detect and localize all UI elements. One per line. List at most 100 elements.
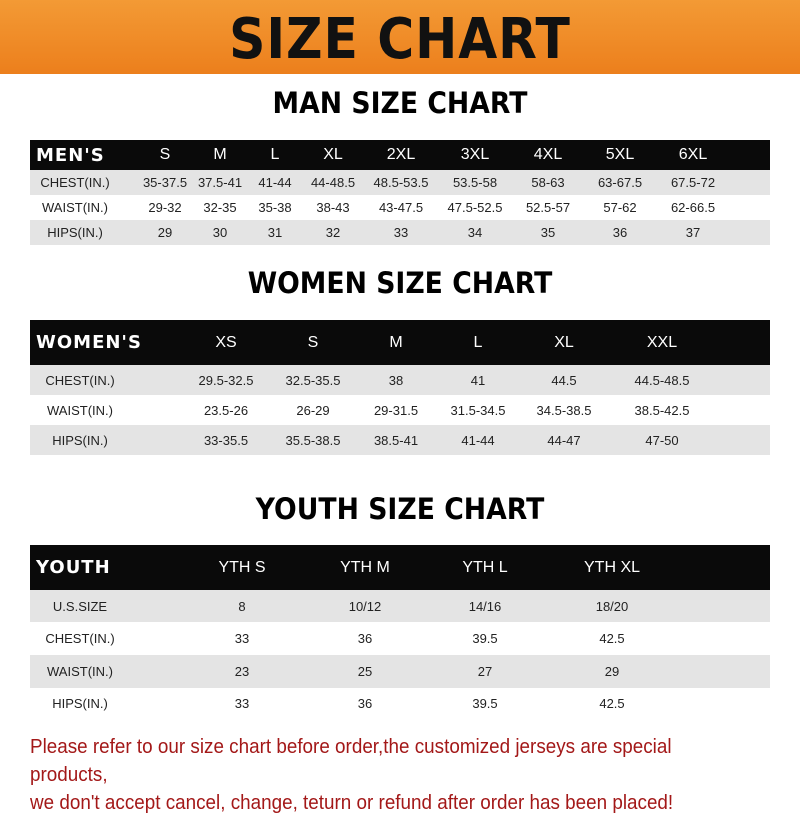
row-label: HIPS(IN.)	[52, 696, 108, 711]
table-cell: 3XL	[460, 146, 490, 163]
women-heading: WOMEN SIZE CHART	[247, 266, 553, 300]
row-label: WAIST(IN.)	[47, 402, 113, 418]
row-label: WAIST(IN.)	[42, 200, 108, 215]
row-label: CHEST(IN.)	[40, 175, 110, 190]
table-row: CHEST(IN.) 35-37.5 37.5-41 41-44 44-48.5 48.5…	[30, 170, 770, 195]
table-cell: 29-31.5	[373, 402, 419, 418]
table-row: WAIST(IN.) 23 25 27 29	[30, 655, 770, 688]
table-cell: 38-43	[316, 200, 350, 215]
table-cell: 44.5	[551, 372, 577, 388]
table-cell: 33-35.5	[203, 432, 249, 448]
men-size-table: MEN'S S M L XL 2XL 3XL 4XL 5XL 6XL CHEST(IN.) 35-37…	[30, 140, 770, 245]
table-cell: 44.5-48.5	[634, 372, 690, 388]
table-cell: 36	[612, 225, 628, 240]
table-cell: XL	[323, 146, 343, 163]
table-cell: M	[213, 146, 227, 163]
row-label: CHEST(IN.)	[45, 631, 115, 646]
table-cell: YTH L	[462, 558, 508, 576]
table-row: WAIST(IN.) 23.5-26 26-29 29-31.5 31.5-34.5 34…	[30, 395, 770, 425]
table-cell: M	[389, 333, 403, 351]
table-cell: YTH M	[340, 558, 390, 576]
table-cell: 36	[357, 696, 373, 711]
table-row: CHEST(IN.) 33 36 39.5 42.5	[30, 622, 770, 655]
table-cell: 25	[357, 664, 373, 679]
table-cell: 35-38	[258, 200, 292, 215]
table-cell: 35-37.5	[142, 175, 188, 190]
table-row: CHEST(IN.) 29.5-32.5 32.5-35.5 38 41 44.5 44.5…	[30, 365, 770, 395]
table-cell: 53.5-58	[452, 175, 498, 190]
table-row: HIPS(IN.) 33-35.5 35.5-38.5 38.5-41 41-44 44-…	[30, 425, 770, 455]
table-cell: S	[307, 333, 319, 351]
youth-size-table: YOUTH YTH S YTH M YTH L YTH XL U.S.SIZE 8 10/12…	[30, 545, 770, 719]
table-cell: 41-44	[258, 175, 292, 190]
women-size-table: WOMEN'S XS S M L XL XXL CHEST(IN.) 29.5-32.5 32.5…	[30, 320, 770, 455]
page-title: SIZE CHART	[229, 7, 571, 72]
table-cell: 29	[157, 225, 173, 240]
table-cell: 32-35	[203, 200, 237, 215]
table-cell: 33	[393, 225, 409, 240]
men-heading: MAN SIZE CHART	[272, 86, 528, 120]
table-cell: 38.5-41	[373, 432, 419, 448]
table-cell: 42.5	[599, 631, 625, 646]
row-label: HIPS(IN.)	[52, 432, 108, 448]
table-cell: 63-67.5	[597, 175, 643, 190]
table-cell: 35.5-38.5	[285, 432, 341, 448]
table-cell: 37.5-41	[197, 175, 243, 190]
table-cell: 36	[357, 631, 373, 646]
table-cell: 8	[238, 598, 246, 614]
table-cell: 18/20	[595, 598, 629, 614]
table-cell: 44-47	[547, 432, 581, 448]
row-label: U.S.SIZE	[52, 598, 108, 614]
table-cell: 47.5-52.5	[447, 200, 503, 215]
notice-line-1: Please refer to our size chart before or…	[30, 735, 672, 786]
table-cell: 23	[234, 664, 250, 679]
row-label: WOMEN'S	[36, 332, 142, 353]
notice-line-2: we don't accept cancel, change, teturn o…	[30, 791, 674, 814]
table-cell: 26-29	[296, 402, 330, 418]
table-row: HIPS(IN.) 29 30 31 32 33 34 35 36 37	[30, 220, 770, 245]
header-row: YOUTH YTH S YTH M YTH L YTH XL	[30, 545, 770, 590]
table-cell: 14/16	[468, 598, 502, 614]
table-cell: 30	[212, 225, 228, 240]
table-cell: 29.5-32.5	[198, 372, 254, 388]
row-label: WAIST(IN.)	[47, 664, 113, 679]
table-cell: 4XL	[533, 146, 563, 163]
row-label: HIPS(IN.)	[47, 225, 103, 240]
table-cell: 39.5	[472, 696, 498, 711]
table-cell: YTH XL	[583, 558, 641, 576]
table-cell: 62-66.5	[670, 200, 716, 215]
title-banner: SIZE CHART	[0, 0, 800, 74]
youth-heading: YOUTH SIZE CHART	[255, 492, 545, 526]
table-cell: 32.5-35.5	[285, 372, 341, 388]
table-cell: 35	[540, 225, 556, 240]
table-cell: 41	[470, 372, 486, 388]
table-cell: 67.5-72	[670, 175, 716, 190]
table-cell: 6XL	[678, 146, 708, 163]
table-cell: XS	[215, 333, 237, 351]
table-cell: 2XL	[386, 146, 416, 163]
table-cell: 23.5-26	[203, 402, 249, 418]
table-cell: 47-50	[645, 432, 679, 448]
table-cell: 37	[685, 225, 701, 240]
table-cell: 38.5-42.5	[634, 402, 690, 418]
table-cell: 34.5-38.5	[536, 402, 592, 418]
table-cell: 32	[325, 225, 341, 240]
table-row: U.S.SIZE 8 10/12 14/16 18/20	[30, 590, 770, 622]
table-cell: 33	[234, 696, 250, 711]
header-row: MEN'S S M L XL 2XL 3XL 4XL 5XL 6XL	[30, 140, 770, 170]
table-cell: 44-48.5	[310, 175, 356, 190]
table-cell: 27	[477, 664, 493, 679]
table-cell: L	[270, 146, 280, 163]
table-cell: 31.5-34.5	[450, 402, 506, 418]
table-cell: XL	[554, 333, 574, 351]
table-cell: XXL	[646, 333, 678, 351]
table-cell: 33	[234, 631, 250, 646]
table-cell: 34	[467, 225, 483, 240]
header-row: WOMEN'S XS S M L XL XXL	[30, 320, 770, 365]
table-cell: 29	[604, 664, 620, 679]
table-cell: L	[473, 333, 483, 351]
table-cell: 42.5	[599, 696, 625, 711]
table-cell: S	[159, 146, 171, 163]
table-cell: 10/12	[348, 598, 382, 614]
table-cell: YTH S	[218, 558, 266, 576]
